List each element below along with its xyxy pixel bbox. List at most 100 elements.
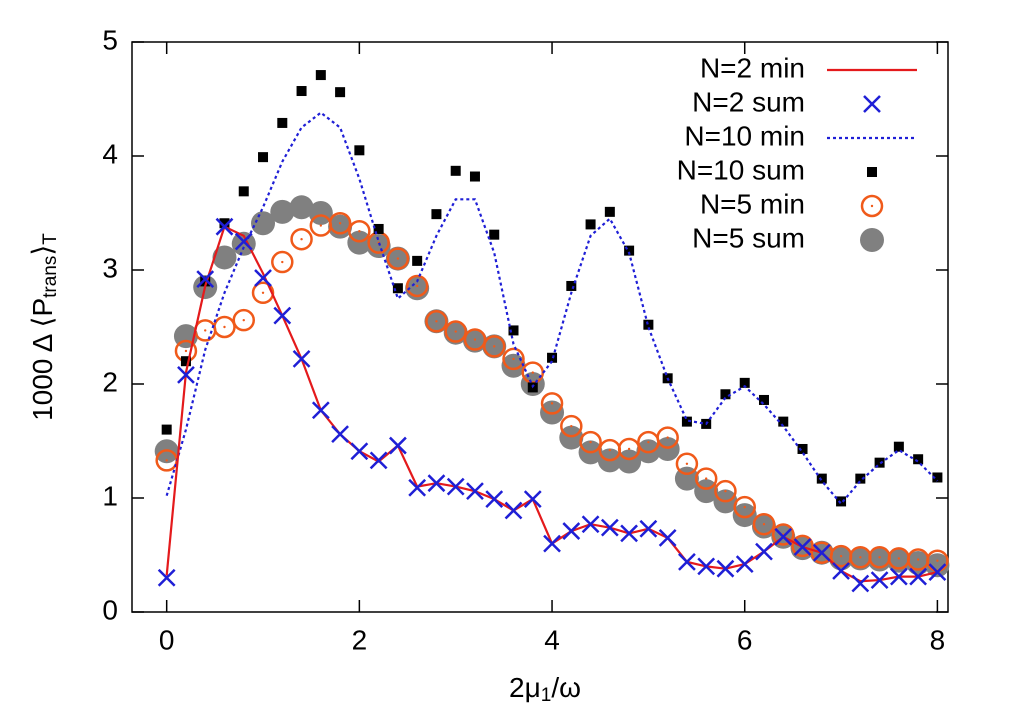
open-circle-marker — [656, 426, 679, 449]
cross-marker — [504, 501, 523, 520]
circle-dot — [936, 559, 939, 562]
circle-dot — [666, 436, 669, 439]
square-marker — [392, 283, 403, 294]
circle-dot — [916, 558, 920, 561]
cross-marker — [581, 515, 600, 534]
cross-marker — [600, 518, 619, 537]
cross-marker — [851, 574, 870, 593]
circle-dot — [570, 424, 573, 428]
cross-marker — [408, 478, 427, 497]
open-circle-marker — [444, 320, 467, 343]
cross-marker — [157, 568, 176, 587]
x-tick-label: 8 — [930, 624, 946, 655]
legend-marker — [860, 228, 884, 252]
circle-dot — [435, 320, 438, 323]
square-marker — [277, 117, 288, 128]
y-tick-label: 5 — [102, 24, 118, 55]
filled-circle-marker — [289, 195, 314, 220]
square-marker — [836, 496, 847, 507]
circle-dot — [743, 505, 746, 509]
legend-label: N=5 min — [700, 188, 805, 219]
x-tick-label: 6 — [737, 624, 753, 655]
open-circle-marker — [405, 274, 429, 298]
square-marker — [643, 319, 654, 330]
legend-label: N=5 sum — [692, 222, 805, 253]
y-label-part: ⟩ — [27, 245, 58, 256]
filled-circle-marker — [925, 553, 950, 578]
cross-marker — [273, 306, 292, 325]
square-marker — [893, 441, 904, 452]
open-circle-marker — [386, 247, 410, 270]
open-circle-marker — [694, 467, 718, 490]
circle-dot — [878, 556, 881, 559]
legend-marker — [863, 95, 881, 113]
square-marker — [258, 152, 269, 163]
square-marker — [450, 165, 461, 176]
filled-circle-marker — [251, 211, 276, 236]
circle-dot — [204, 329, 207, 332]
cross-marker — [678, 552, 696, 571]
cross-marker — [292, 350, 311, 368]
x-label-part: /ω — [551, 672, 581, 703]
open-circle-marker — [617, 437, 641, 461]
square-marker — [681, 416, 692, 427]
circle-dot — [870, 204, 874, 208]
x-label-sub: 1 — [541, 685, 552, 706]
legend-label: N=2 min — [700, 52, 805, 83]
open-circle-marker — [579, 430, 602, 454]
square-marker — [219, 218, 230, 229]
circle-dot — [358, 230, 361, 233]
x-axis-label: 2μ1/ω — [509, 672, 581, 706]
cross-marker — [311, 401, 330, 420]
square-marker — [296, 86, 307, 97]
open-circle-marker — [348, 219, 371, 243]
square-marker — [161, 424, 172, 435]
filled-circle-marker — [732, 503, 757, 528]
square-marker — [604, 206, 615, 217]
open-circle-marker — [540, 392, 564, 415]
cross-marker — [427, 474, 446, 493]
cross-marker — [234, 232, 253, 251]
filled-circle-marker — [347, 230, 372, 255]
square-marker — [585, 219, 596, 230]
y-tick-label: 3 — [102, 252, 118, 283]
cross-marker — [909, 567, 928, 586]
cross-marker — [658, 529, 677, 547]
cross-marker — [543, 534, 561, 553]
circle-dot — [184, 349, 188, 353]
cross-marker — [716, 559, 735, 578]
filled-circle-marker — [655, 436, 680, 461]
cross-marker — [215, 217, 234, 236]
circle-dot — [839, 554, 843, 558]
cross-marker — [369, 451, 388, 470]
y-tick-label: 1 — [102, 480, 118, 511]
cross-marker — [639, 519, 658, 538]
cross-marker — [254, 269, 272, 287]
square-marker — [354, 145, 365, 156]
open-circle-marker — [714, 479, 737, 503]
square-marker — [315, 70, 326, 81]
y-axis-label: 1000 Δ ⟨Ptrans⟩T — [27, 233, 61, 421]
circle-dot — [704, 477, 708, 480]
square-marker — [778, 416, 789, 427]
circle-dot — [512, 357, 515, 361]
circle-dot — [261, 291, 265, 294]
cross-marker — [523, 490, 542, 509]
circle-dot — [859, 556, 862, 559]
circle-dot — [531, 371, 534, 374]
square-marker — [200, 276, 211, 287]
square-marker — [431, 209, 442, 220]
circle-dot — [165, 459, 168, 462]
open-circle-marker — [560, 414, 583, 438]
circle-dot — [550, 402, 554, 405]
y-tick-label: 4 — [102, 138, 118, 169]
open-circle-marker — [733, 495, 756, 519]
y-label-sub: T — [40, 233, 61, 245]
square-marker — [855, 473, 866, 484]
filled-circle-marker — [270, 199, 295, 224]
y-tick-label: 2 — [102, 366, 118, 397]
circle-dot — [319, 224, 323, 227]
cross-marker — [196, 270, 215, 289]
cross-marker — [755, 542, 773, 561]
square-marker — [566, 280, 577, 291]
